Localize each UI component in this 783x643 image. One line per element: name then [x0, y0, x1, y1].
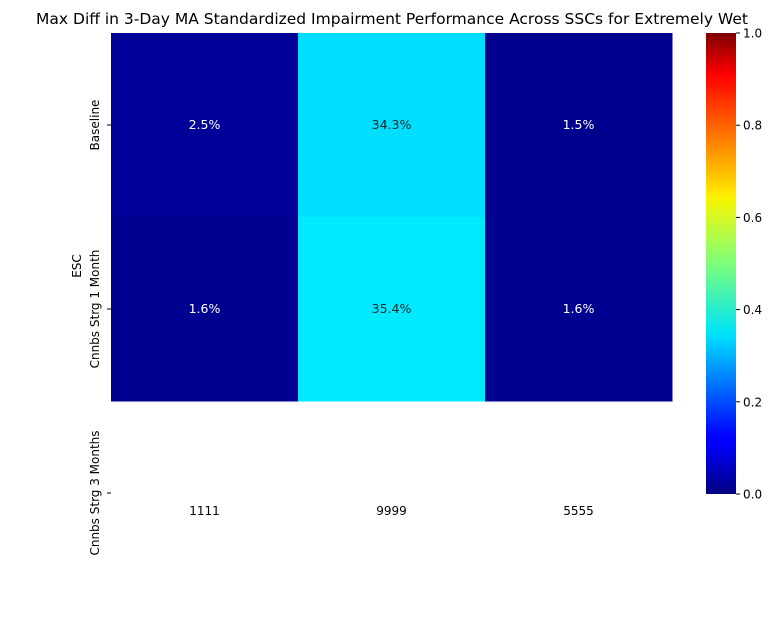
colorbar-tick-label: 0.0: [743, 488, 762, 502]
y-tick-label: Baseline: [88, 100, 102, 151]
x-tick-label: 5555: [563, 504, 594, 518]
cell-annotation: 35.4%: [372, 301, 412, 316]
cell-annotation: 1.6%: [189, 301, 221, 316]
colorbar-tick-label: 1.0: [743, 27, 762, 41]
y-tick-label: Cnnbs Strg 3 Months: [88, 430, 102, 555]
x-tick-label: 9999: [376, 504, 407, 518]
colorbar-tick-label: 0.6: [743, 211, 762, 225]
heatmap-cells: [111, 33, 673, 402]
cell-annotation: 1.6%: [563, 301, 595, 316]
colorbar-tick-label: 0.2: [743, 395, 762, 409]
cell-annotation: 2.5%: [189, 117, 221, 132]
y-tick-label: Cnnbs Strg 1 Month: [88, 250, 102, 369]
colorbar-ticks: 0.0 0.2 0.4 0.6 0.8 1.0: [736, 27, 762, 502]
y-axis-label: ESC: [70, 254, 84, 278]
chart-title: Max Diff in 3-Day MA Standardized Impair…: [36, 10, 748, 28]
colorbar-tick-label: 0.8: [743, 119, 762, 133]
cell-annotation: 1.5%: [563, 117, 595, 132]
colorbar: [706, 33, 736, 494]
cell-annotation: 34.3%: [372, 117, 412, 132]
x-tick-label: 1111: [189, 504, 220, 518]
colorbar-tick-label: 0.4: [743, 303, 762, 317]
x-axis-ticks: 1111 9999 5555: [189, 504, 594, 518]
y-axis-ticks: Baseline Cnnbs Strg 1 Month Cnnbs Strg 3 M…: [88, 100, 111, 556]
